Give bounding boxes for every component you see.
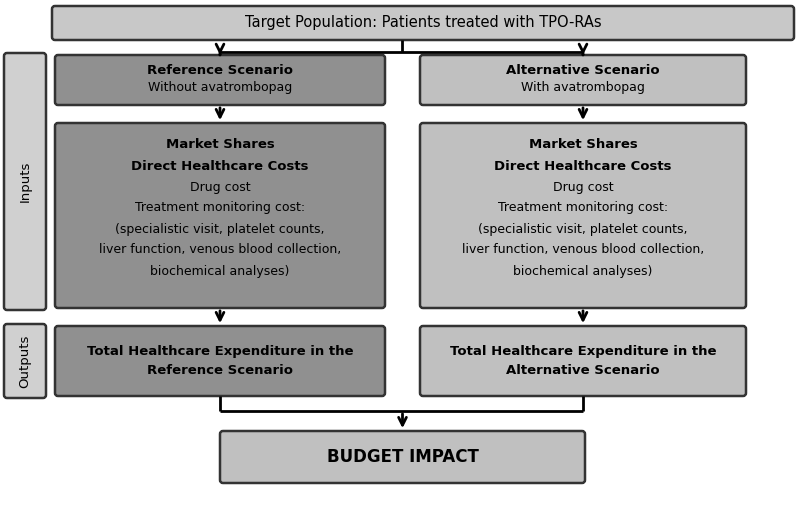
Text: Reference Scenario: Reference Scenario: [147, 64, 293, 77]
Text: BUDGET IMPACT: BUDGET IMPACT: [326, 448, 478, 466]
Text: Inputs: Inputs: [18, 161, 31, 202]
Text: Outputs: Outputs: [18, 334, 31, 388]
FancyBboxPatch shape: [420, 55, 746, 105]
Text: Market Shares: Market Shares: [529, 139, 638, 152]
Text: Direct Healthcare Costs: Direct Healthcare Costs: [131, 159, 309, 172]
Text: Total Healthcare Expenditure in the: Total Healthcare Expenditure in the: [450, 346, 716, 359]
Text: Treatment monitoring cost:: Treatment monitoring cost:: [135, 201, 305, 214]
Text: (specialistic visit, platelet counts,: (specialistic visit, platelet counts,: [115, 223, 325, 236]
FancyBboxPatch shape: [55, 55, 385, 105]
Text: liver function, venous blood collection,: liver function, venous blood collection,: [462, 243, 704, 256]
Text: Treatment monitoring cost:: Treatment monitoring cost:: [498, 201, 668, 214]
Text: biochemical analyses): biochemical analyses): [514, 265, 653, 278]
FancyBboxPatch shape: [420, 123, 746, 308]
Text: Alternative Scenario: Alternative Scenario: [506, 64, 660, 77]
FancyBboxPatch shape: [52, 6, 794, 40]
FancyBboxPatch shape: [220, 431, 585, 483]
Text: Alternative Scenario: Alternative Scenario: [506, 363, 660, 376]
Text: Market Shares: Market Shares: [166, 139, 274, 152]
FancyBboxPatch shape: [420, 326, 746, 396]
FancyBboxPatch shape: [4, 53, 46, 310]
Text: Drug cost: Drug cost: [553, 181, 614, 194]
FancyBboxPatch shape: [55, 123, 385, 308]
Text: Drug cost: Drug cost: [190, 181, 250, 194]
Text: biochemical analyses): biochemical analyses): [150, 265, 290, 278]
Text: With avatrombopag: With avatrombopag: [521, 81, 645, 94]
Text: liver function, venous blood collection,: liver function, venous blood collection,: [99, 243, 341, 256]
FancyBboxPatch shape: [4, 324, 46, 398]
Text: Direct Healthcare Costs: Direct Healthcare Costs: [494, 159, 672, 172]
Text: Without avatrombopag: Without avatrombopag: [148, 81, 292, 94]
Text: Total Healthcare Expenditure in the: Total Healthcare Expenditure in the: [86, 346, 354, 359]
Text: Reference Scenario: Reference Scenario: [147, 363, 293, 376]
Text: (specialistic visit, platelet counts,: (specialistic visit, platelet counts,: [478, 223, 688, 236]
Text: Target Population: Patients treated with TPO-RAs: Target Population: Patients treated with…: [245, 16, 602, 31]
FancyBboxPatch shape: [55, 326, 385, 396]
